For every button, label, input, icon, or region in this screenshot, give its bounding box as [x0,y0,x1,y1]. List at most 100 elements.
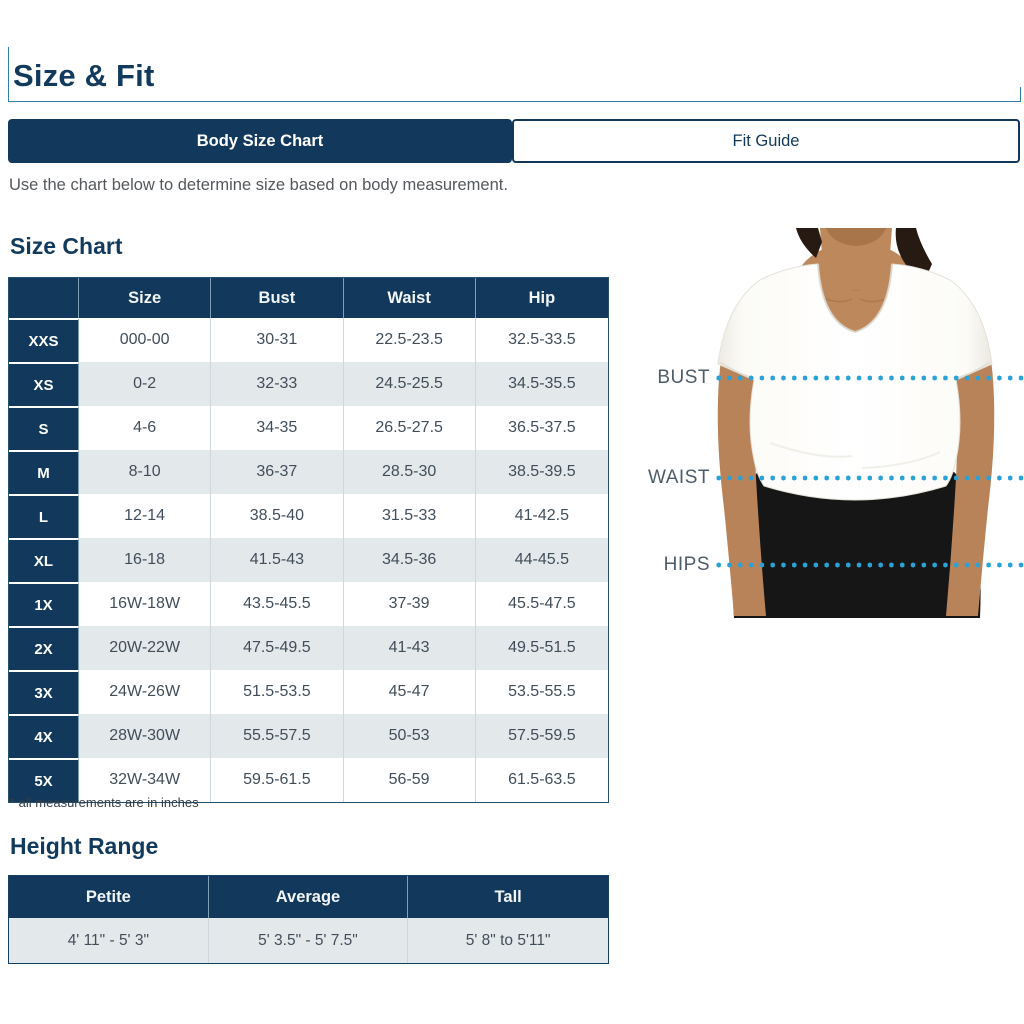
size-cell-size: 000-00 [79,318,212,362]
size-row-4X: 4X 28W-30W 55.5-57.5 50-53 57.5-59.5 [9,714,608,758]
size-cell-waist: 41-43 [343,626,476,670]
bust-measure-row: BUST [640,365,1024,391]
size-cell-waist: 26.5-27.5 [344,406,476,450]
waist-measure-row: WAIST [640,465,1024,491]
size-cell-size: 4-6 [79,406,212,450]
size-row-label: S [9,406,79,450]
column-header-petite: Petite [9,876,209,918]
size-row-label: M [9,450,79,494]
size-cell-waist: 22.5-23.5 [344,318,476,362]
column-header-hip: Hip [475,278,608,318]
size-row-S: S 4-6 34-35 26.5-27.5 36.5-37.5 [9,406,608,450]
height-range-heading: Height Range [10,833,159,859]
measurements-footnote: * all measurements are in inches [10,795,199,810]
size-cell-size: 0-2 [79,362,212,406]
size-chart-table: Size Bust Waist Hip XXS 000-00 30-31 22.5-2… [8,277,609,803]
size-cell-waist: 24.5-25.5 [343,362,476,406]
size-row-XL: XL 16-18 41.5-43 34.5-36 44-45.5 [9,538,608,582]
size-row-3X: 3X 24W-26W 51.5-53.5 45-47 53.5-55.5 [9,670,608,714]
waist-dotted-line [716,475,1024,481]
size-cell-hip: 44-45.5 [475,538,608,582]
size-cell-size: 8-10 [79,450,212,494]
size-chart-heading: Size Chart [10,233,123,259]
waist-label: WAIST [648,467,710,488]
height-range-header-row: Petite Average Tall [9,876,608,918]
size-cell-bust: 43.5-45.5 [211,582,344,626]
size-cell-hip: 49.5-51.5 [475,626,608,670]
size-cell-waist: 56-59 [344,758,476,802]
title-panel-right-tick [1020,87,1021,101]
size-cell-size: 20W-22W [79,626,212,670]
height-tall-value: 5' 8" to 5'11" [408,918,608,963]
size-cell-waist: 28.5-30 [343,450,476,494]
size-row-M: M 8-10 36-37 28.5-30 38.5-39.5 [9,450,608,494]
size-cell-hip: 34.5-35.5 [475,362,608,406]
size-row-5X: 5X 32W-34W 59.5-61.5 56-59 61.5-63.5 [9,758,608,802]
hips-label: HIPS [663,554,710,575]
size-cell-bust: 38.5-40 [211,494,344,538]
size-cell-hip: 41-42.5 [514,507,569,524]
size-row-XXS: XXS 000-00 30-31 22.5-23.5 32.5-33.5 [9,318,608,362]
bust-dotted-line [716,375,1024,381]
size-cell-waist: 37-39 [344,582,476,626]
size-cell-bust: 41.5-43 [211,538,344,582]
size-cell-size: 24W-26W [79,670,212,714]
size-cell-bust: 59.5-61.5 [211,758,344,802]
hips-measure-row: HIPS [640,552,1024,578]
size-row-label: XL [9,538,79,582]
height-range-value-row: 4' 11" - 5' 3" 5' 3.5" - 5' 7.5" 5' 8" t… [9,918,608,963]
height-petite-value: 4' 11" - 5' 3" [9,918,209,963]
size-cell-waist: 50-53 [343,714,476,758]
column-header-size: Size [79,278,212,318]
size-row-label: 5X [9,758,79,802]
column-header-tall: Tall [408,876,608,918]
size-row-2X: 2X 20W-22W 47.5-49.5 41-43 49.5-51.5 [9,626,608,670]
size-cell-hip: 61.5-63.5 [508,771,576,788]
page-title: Size & Fit [13,58,155,93]
size-cell-bust: 32-33 [211,362,344,406]
height-range-table: Petite Average Tall 4' 11" - 5' 3" 5' 3.… [8,875,609,964]
measurement-figure: BUST WAIST HIPS [640,228,1024,620]
size-row-L: L 12-14 38.5-40 31.5-33 41-42.5 [9,494,608,538]
column-header-bust: Bust [211,278,344,318]
size-cell-size: 28W-30W [79,714,212,758]
column-header-average: Average [208,876,409,918]
column-header-waist: Waist [343,278,476,318]
hips-dotted-line [716,562,1024,568]
size-row-label: L [9,494,79,538]
size-cell-hip: 38.5-39.5 [475,450,608,494]
size-row-label: 4X [9,714,79,758]
size-cell-hip: 53.5-55.5 [508,683,576,700]
model-torso-image [717,228,995,618]
size-cell-waist: 45-47 [344,670,476,714]
size-row-label: XS [9,362,79,406]
size-row-label: XXS [9,318,79,362]
size-cell-hip: 32.5-33.5 [508,331,576,348]
size-cell-bust: 47.5-49.5 [211,626,344,670]
size-cell-size: 16-18 [79,538,212,582]
size-row-label: 1X [9,582,79,626]
size-cell-size: 16W-18W [79,582,212,626]
size-cell-waist: 34.5-36 [343,538,476,582]
size-row-label: 3X [9,670,79,714]
tab-bar: Body Size Chart Fit Guide [8,119,1020,163]
size-cell-hip: 57.5-59.5 [475,714,608,758]
tab-body-size-chart[interactable]: Body Size Chart [8,119,512,163]
size-cell-bust: 30-31 [211,318,344,362]
tab-fit-guide[interactable]: Fit Guide [512,119,1020,163]
height-average-value: 5' 3.5" - 5' 7.5" [208,918,409,963]
bust-label: BUST [657,367,710,388]
size-row-label: 2X [9,626,79,670]
size-row-1X: 1X 16W-18W 43.5-45.5 37-39 45.5-47.5 [9,582,608,626]
size-cell-bust: 36-37 [211,450,344,494]
size-chart-body: XXS 000-00 30-31 22.5-23.5 32.5-33.5 XS 0-2 32-… [9,318,608,802]
corner-cell [9,278,79,318]
size-row-XS: XS 0-2 32-33 24.5-25.5 34.5-35.5 [9,362,608,406]
size-cell-waist: 31.5-33 [344,494,476,538]
chart-description: Use the chart below to determine size ba… [9,176,508,194]
size-cell-size: 12-14 [79,494,212,538]
title-panel: Size & Fit [8,47,1021,102]
size-cell-size: 32W-34W [79,758,212,802]
size-cell-bust: 51.5-53.5 [211,670,344,714]
